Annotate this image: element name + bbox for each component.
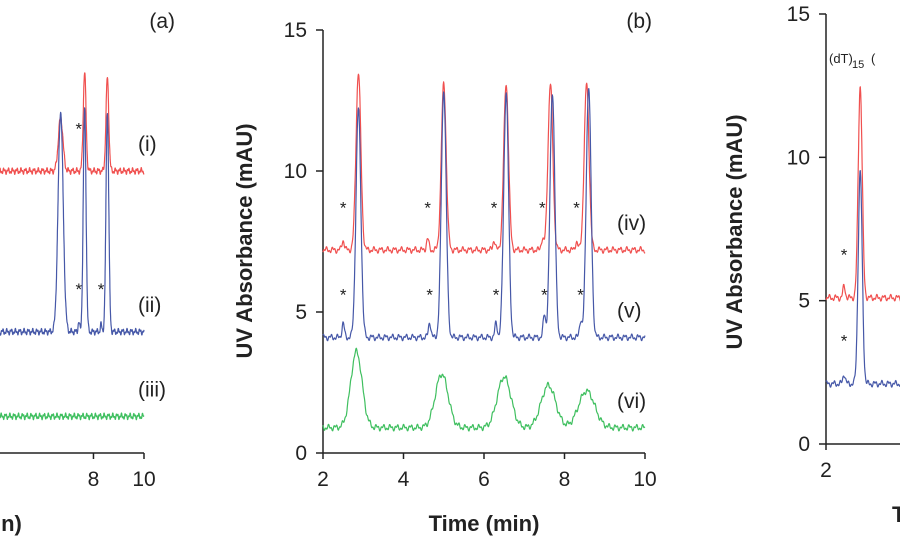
panel-c-y-tick-label: 10	[787, 146, 810, 169]
panel-a-asterisk-marker: *	[76, 119, 83, 138]
panel-c-annotation: (dT) 15 (	[829, 51, 876, 71]
panel-b-label: (b)	[626, 10, 652, 33]
panel-c-asterisk-marker: *	[841, 332, 848, 351]
panel-b-y-tick-label: 10	[284, 160, 307, 183]
panel-c-x-ticks: 2	[820, 444, 832, 482]
panel-b-asterisk-marker: *	[541, 286, 548, 305]
panel-b-y-ticks: 0 5 10 15	[284, 19, 323, 465]
panel-b-asterisk-marker: *	[491, 198, 498, 217]
panel-c-annotation-base: (dT)	[829, 51, 853, 66]
panel-a-asterisk-marker: *	[76, 280, 83, 299]
panel-b-y-tick-label: 15	[284, 19, 307, 42]
panel-b-x-tick-label: 6	[478, 468, 490, 491]
panel-c-y-tick-label: 0	[798, 433, 810, 456]
panel-b-x-axis-title: Time (min)	[429, 511, 540, 536]
panel-b-asterisk-marker: *	[426, 286, 433, 305]
panel-b-traces: * * * * * (iv) * * * * * (v) (vi)	[322, 73, 646, 432]
panel-c-x-tick-label: 2	[820, 459, 832, 482]
panel-a-series-label: (i)	[138, 133, 157, 156]
panel-a-label: (a)	[149, 10, 175, 33]
panel-b-series-label: (vi)	[617, 390, 646, 413]
panel-a-trace-iii	[0, 412, 145, 421]
panel-b-x-tick-label: 2	[317, 468, 329, 491]
panel-b-series-label: (v)	[617, 300, 642, 323]
panel-b-asterisk-marker: *	[573, 198, 580, 217]
panel-a-trace-ii	[0, 107, 145, 336]
panel-b-asterisk-marker: *	[340, 286, 347, 305]
panel-a-x-axis-title-fragment: in)	[0, 511, 22, 536]
panel-b-y-tick-label: 0	[295, 442, 307, 465]
panel-a-x-tick-label: 8	[88, 468, 100, 491]
panel-c-y-tick-label: 15	[787, 3, 810, 26]
panel-c-asterisk-marker: *	[841, 246, 848, 265]
panel-c-y-axis-title: UV Absorbance (mAU)	[722, 114, 747, 349]
panel-b: (b) UV Absorbance (mAU) Time (min) 2 4 6 8 1…	[232, 10, 657, 536]
panel-b-x-tick-label: 10	[633, 468, 656, 491]
panel-c: UV Absorbance (mAU) T (dT) 15 ( 2 0 5 10 15…	[722, 3, 900, 527]
panel-c-y-tick-label: 5	[798, 290, 810, 313]
panel-b-x-ticks: 2 4 6 8 10	[317, 453, 657, 491]
panel-a-traces: * (i) * * (ii) (iii)	[0, 72, 166, 421]
panel-b-trace-iv	[322, 73, 646, 254]
panel-b-x-tick-label: 8	[559, 468, 571, 491]
panel-a-series-label: (ii)	[138, 294, 161, 317]
panel-b-y-tick-label: 5	[295, 301, 307, 324]
panel-b-asterisk-marker: *	[424, 198, 431, 217]
panel-b-x-tick-label: 4	[398, 468, 410, 491]
panel-c-trace-blue	[825, 170, 900, 388]
panel-b-trace-vi	[322, 347, 646, 432]
panel-c-annotation-subscript: 15	[852, 59, 864, 71]
panel-b-asterisk-marker: *	[539, 198, 546, 217]
panel-a-asterisk-marker: *	[98, 280, 105, 299]
panel-c-y-ticks: 0 5 10 15	[787, 3, 826, 456]
panel-b-trace-v	[322, 88, 646, 342]
panel-c-trace-red	[825, 86, 900, 302]
panel-b-y-axis-title: UV Absorbance (mAU)	[232, 123, 257, 358]
panel-a-x-ticks: 8 10	[88, 453, 156, 491]
panel-a-x-tick-label: 10	[132, 468, 155, 491]
panel-c-traces: **	[825, 86, 900, 388]
panel-b-asterisk-marker: *	[493, 286, 500, 305]
panel-c-x-axis-title-fragment: T	[892, 502, 900, 527]
panel-b-asterisk-marker: *	[340, 198, 347, 217]
panel-b-series-label: (iv)	[617, 212, 646, 235]
panel-a-trace-i	[0, 72, 145, 175]
panel-a-series-label: (iii)	[138, 379, 166, 402]
panel-b-asterisk-marker: *	[577, 286, 584, 305]
panel-c-annotation-extra: (	[871, 51, 876, 66]
panel-a: (a) in) 8 10 * (i) * * (ii) (iii)	[0, 10, 175, 536]
